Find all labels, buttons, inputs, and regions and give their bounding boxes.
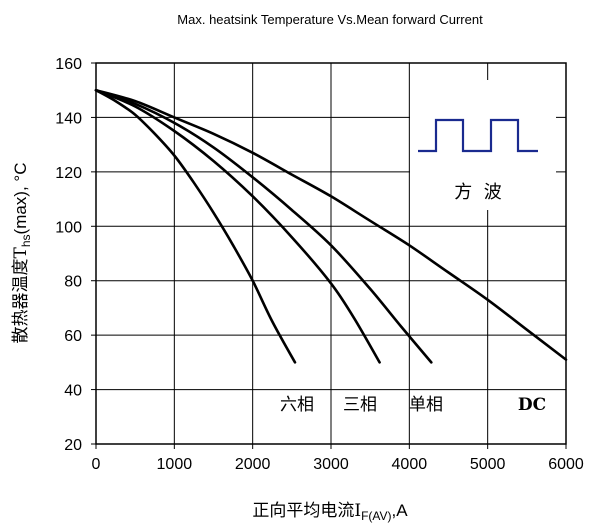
y-tick-label: 100 bbox=[55, 219, 82, 236]
x-tick-label: 6000 bbox=[548, 456, 584, 473]
y-axis-label-sub: hs bbox=[19, 234, 33, 247]
annotation-single-phase: 单相 bbox=[409, 395, 443, 415]
x-axis-label: 正向平均电流IF(AV),A bbox=[252, 501, 408, 523]
x-axis-label-unit: ,A bbox=[392, 501, 409, 520]
series-line-single-phase bbox=[94, 88, 433, 364]
y-tick-label: 40 bbox=[64, 383, 82, 400]
y-tick-labels: 20 40 60 80 100 120 140 160 bbox=[55, 56, 82, 454]
x-tick-label: 3000 bbox=[313, 456, 349, 473]
series-line-six-phase bbox=[94, 88, 297, 364]
x-tick-labels: 0 1000 2000 3000 4000 5000 6000 bbox=[92, 456, 584, 473]
series-line-three-phase bbox=[94, 88, 381, 364]
x-tick-label: 0 bbox=[92, 456, 101, 473]
y-tick-label: 120 bbox=[55, 165, 82, 182]
square-wave-icon bbox=[418, 118, 538, 153]
chart-title: Max. heatsink Temperature Vs.Mean forwar… bbox=[177, 12, 483, 27]
y-tick-label: 20 bbox=[64, 437, 82, 454]
tick-marks bbox=[91, 62, 567, 449]
y-axis-label-main: 散热器温度T bbox=[11, 247, 31, 344]
inset-label: 方 波 bbox=[454, 182, 501, 203]
x-axis-label-main: 正向平均电流I bbox=[252, 501, 361, 521]
y-tick-label: 80 bbox=[64, 274, 82, 291]
waveform-inset: 方 波 bbox=[410, 80, 556, 210]
y-tick-label: 60 bbox=[64, 328, 82, 345]
y-axis-label: 散热器温度Ths(max), °C bbox=[11, 163, 33, 344]
annotation-three-phase: 三相 bbox=[343, 395, 377, 415]
x-axis-label-sub: F(AV) bbox=[361, 509, 391, 523]
annotation-six-phase: 六相 bbox=[280, 395, 314, 415]
series-lines bbox=[94, 88, 568, 364]
y-tick-label: 140 bbox=[55, 110, 82, 127]
x-tick-label: 1000 bbox=[157, 456, 193, 473]
x-tick-label: 5000 bbox=[470, 456, 506, 473]
series-line-dc bbox=[94, 88, 568, 361]
x-tick-label: 2000 bbox=[235, 456, 271, 473]
x-tick-label: 4000 bbox=[392, 456, 428, 473]
y-axis-label-unit: (max), °C bbox=[11, 163, 30, 235]
annotation-dc: DC bbox=[518, 395, 546, 415]
y-tick-label: 160 bbox=[55, 56, 82, 73]
inset-background bbox=[410, 80, 556, 210]
